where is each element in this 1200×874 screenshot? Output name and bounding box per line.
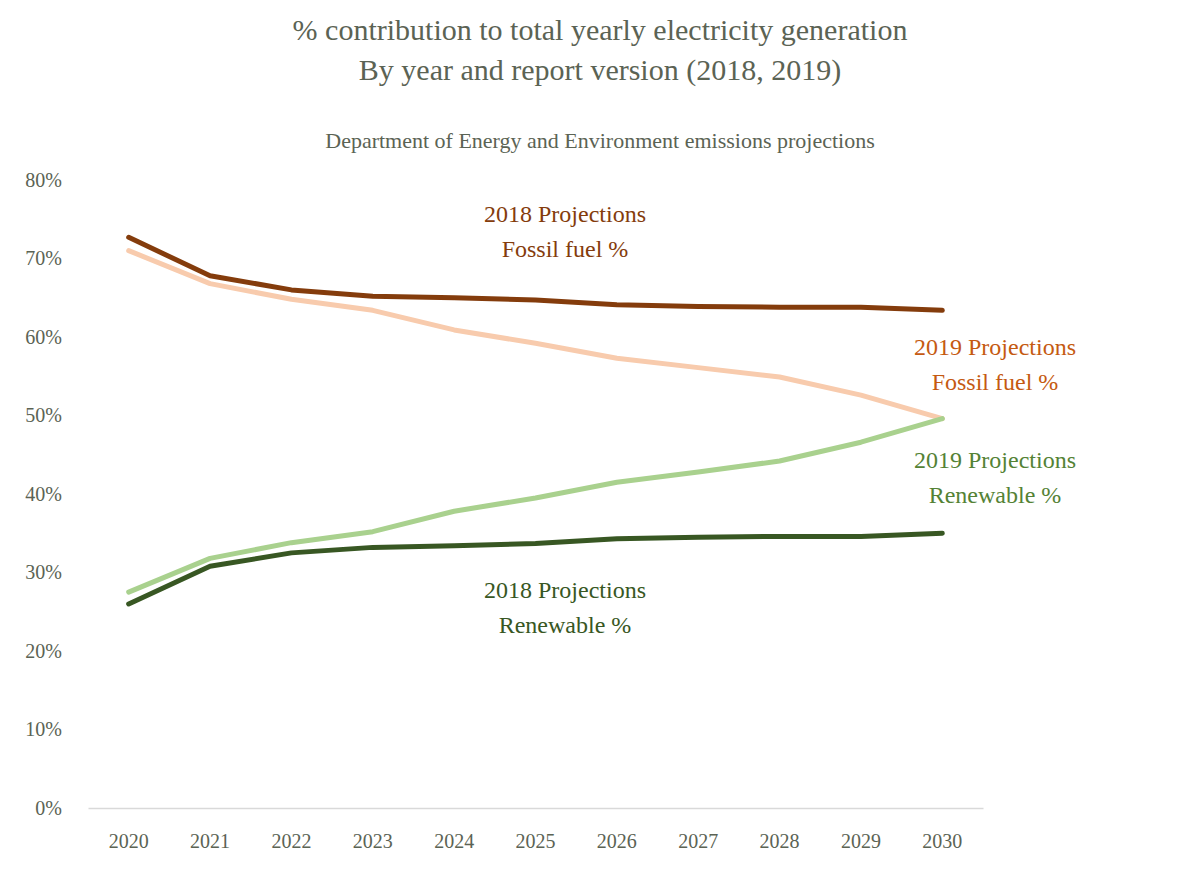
x-tick: 2023 bbox=[353, 808, 393, 852]
x-tick: 2027 bbox=[678, 808, 718, 852]
series-line bbox=[129, 251, 943, 419]
y-axis: 0% 10% 20% 30% 40% 50% 60% 70% 80% bbox=[25, 169, 88, 819]
y-axis-line bbox=[88, 181, 89, 809]
y-tick: 30% bbox=[25, 561, 88, 583]
y-tick: 80% bbox=[25, 169, 88, 191]
x-tick: 2028 bbox=[760, 808, 800, 852]
title: % contribution to total yearly electrici… bbox=[293, 13, 908, 46]
x-tick: 2030 bbox=[922, 808, 962, 852]
y-tick-label: 80% bbox=[25, 169, 62, 191]
title: By year and report version (2018, 2019) bbox=[359, 53, 841, 87]
y-tick-label: 70% bbox=[25, 247, 62, 269]
x-tick-label: 2021 bbox=[190, 830, 230, 852]
series-label-line: 2019 Projections bbox=[914, 334, 1076, 360]
x-tick-label: 2022 bbox=[271, 830, 311, 852]
x-tick-label: 2029 bbox=[841, 830, 881, 852]
subtitle: Department of Energy and Environment emi… bbox=[325, 128, 874, 153]
x-tick: 2029 bbox=[841, 808, 881, 852]
x-tick-label: 2023 bbox=[353, 830, 393, 852]
y-tick: 70% bbox=[25, 247, 88, 269]
x-tick-label: 2025 bbox=[516, 830, 556, 852]
x-tick: 2024 bbox=[434, 808, 474, 852]
series-line bbox=[129, 533, 943, 604]
x-tick-label: 2020 bbox=[109, 830, 149, 852]
x-tick: 2026 bbox=[597, 808, 637, 852]
series-label: 2018 Projections Renewable % bbox=[484, 577, 646, 638]
series-label-line: 2018 Projections bbox=[484, 577, 646, 603]
y-tick: 20% bbox=[25, 640, 88, 662]
series-label: 2018 Projections Fossil fuel % bbox=[484, 201, 646, 262]
y-tick: 0% bbox=[35, 797, 88, 819]
x-axis-line bbox=[89, 808, 984, 810]
series-label-line: Fossil fuel % bbox=[932, 369, 1059, 395]
x-tick: 2025 bbox=[516, 808, 556, 852]
y-tick-label: 60% bbox=[25, 326, 62, 348]
series-label: 2019 Projections Fossil fuel % bbox=[914, 334, 1076, 395]
lines bbox=[129, 237, 943, 604]
y-tick-label: 0% bbox=[35, 797, 62, 819]
x-tick-label: 2026 bbox=[597, 830, 637, 852]
x-tick: 2020 bbox=[109, 808, 149, 852]
y-tick: 50% bbox=[25, 404, 88, 426]
y-tick: 60% bbox=[25, 326, 88, 348]
y-tick-label: 30% bbox=[25, 561, 62, 583]
y-tick: 10% bbox=[25, 718, 88, 740]
x-tick-label: 2024 bbox=[434, 830, 474, 852]
series-label: 2019 Projections Renewable % bbox=[914, 447, 1076, 508]
y-tick-label: 40% bbox=[25, 483, 62, 505]
series-label-line: Renewable % bbox=[499, 612, 632, 638]
series-line bbox=[129, 419, 943, 592]
series-label-line: Fossil fuel % bbox=[502, 236, 629, 262]
chart: % contribution to total yearly electrici… bbox=[0, 0, 1200, 874]
series-label-line: 2019 Projections bbox=[914, 447, 1076, 473]
x-tick-label: 2027 bbox=[678, 830, 718, 852]
series-label-line: Renewable % bbox=[929, 482, 1062, 508]
x-tick-label: 2028 bbox=[760, 830, 800, 852]
y-tick-label: 20% bbox=[25, 640, 62, 662]
x-axis: 2020 2021 2022 2023 2024 2025 2026 2027 2028 2029… bbox=[89, 808, 984, 852]
x-tick: 2021 bbox=[190, 808, 230, 852]
x-tick: 2022 bbox=[271, 808, 311, 852]
series-label-line: 2018 Projections bbox=[484, 201, 646, 227]
y-tick-label: 50% bbox=[25, 404, 62, 426]
x-tick-label: 2030 bbox=[922, 830, 962, 852]
y-tick-label: 10% bbox=[25, 718, 62, 740]
y-tick: 40% bbox=[25, 483, 88, 505]
